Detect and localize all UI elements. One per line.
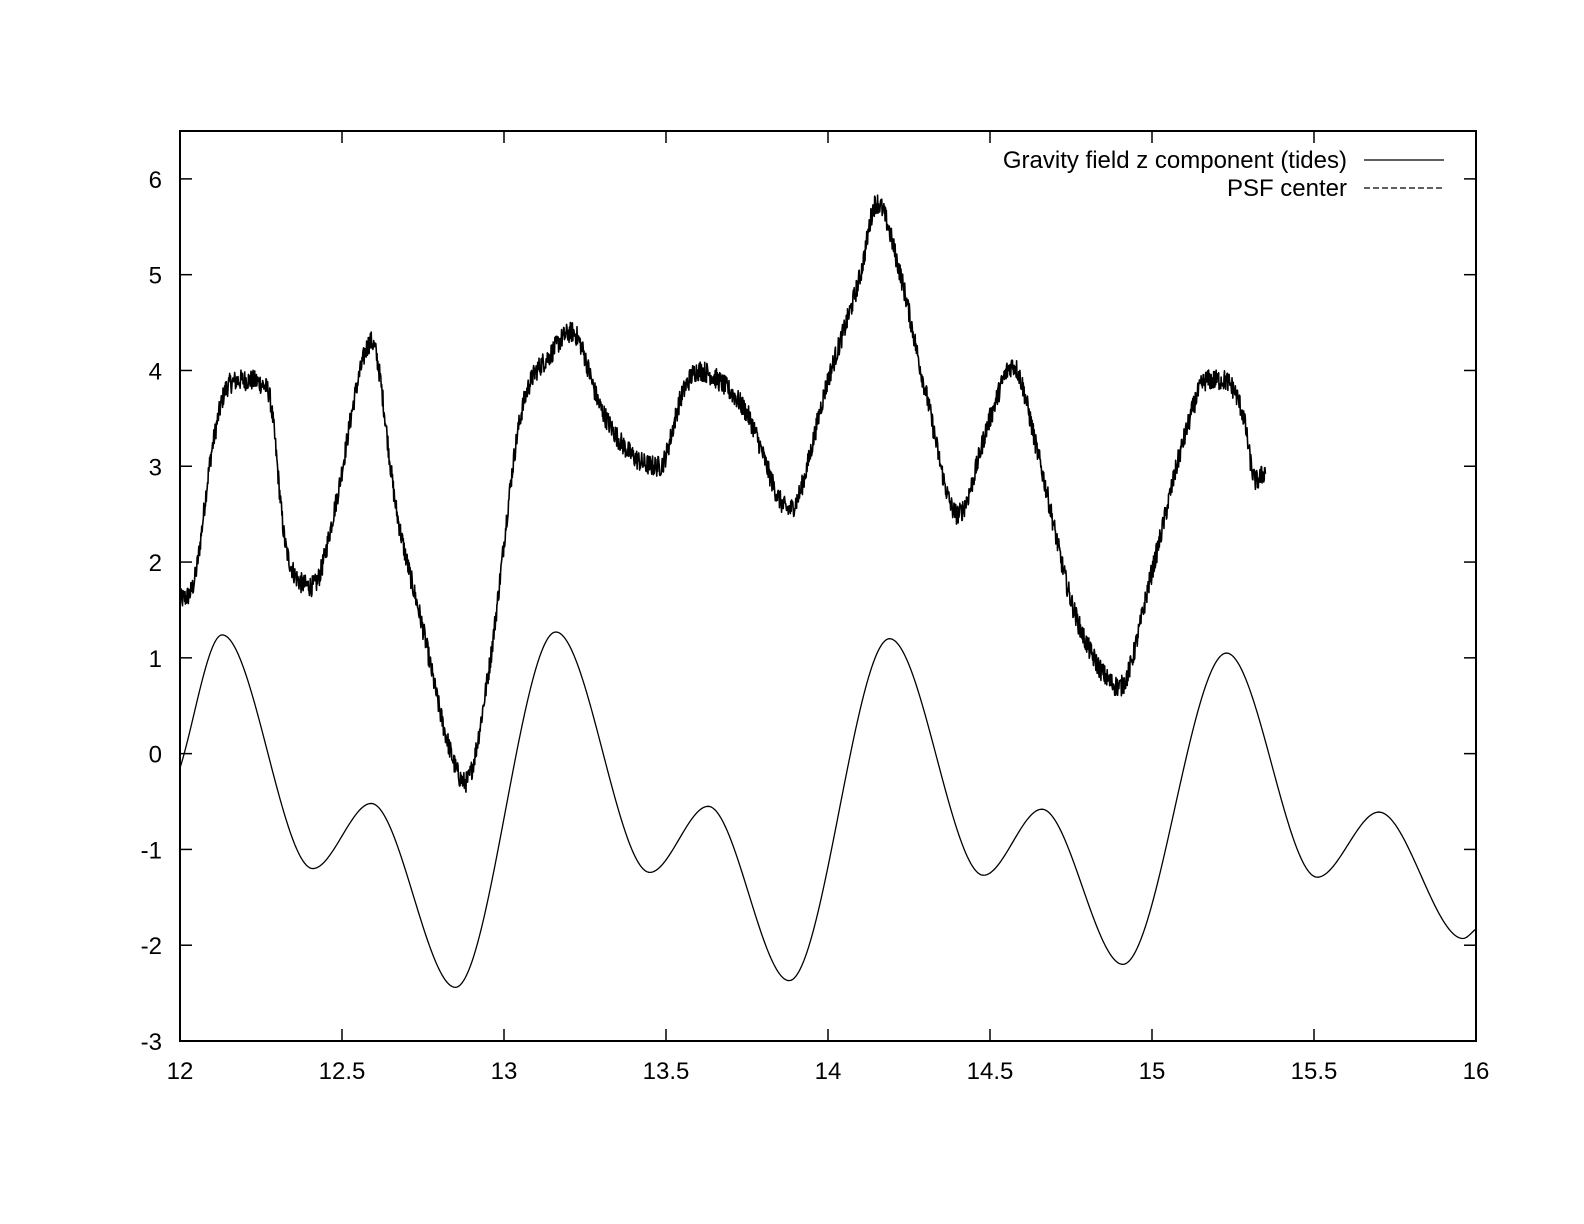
y-tick-label: 3 xyxy=(149,454,162,481)
series-layer xyxy=(179,194,1477,989)
plot-area-frame xyxy=(179,130,1477,1042)
y-tick-label: -3 xyxy=(141,1029,162,1056)
legend-label: PSF center xyxy=(1227,175,1347,202)
y-tick-label: 4 xyxy=(149,358,162,385)
y-tick-label: -2 xyxy=(141,933,162,960)
legend: Gravity field z component (tides)PSF cen… xyxy=(1003,147,1444,202)
x-axis-ticks xyxy=(179,131,1477,1041)
y-tick-label: 5 xyxy=(149,263,162,290)
x-tick-label: 12.5 xyxy=(319,1058,366,1085)
y-axis-tick-labels: -3 -2 -1 0 1 2 3 4 5 6 xyxy=(141,167,162,1056)
series-line-1 xyxy=(179,631,1477,989)
x-tick-label: 16 xyxy=(1463,1058,1490,1085)
y-tick-label: 6 xyxy=(149,167,162,194)
x-tick-label: 15 xyxy=(1139,1058,1166,1085)
x-axis-tick-labels: 12 12.5 13 13.5 14 14.5 15 15.5 16 xyxy=(167,1058,1490,1085)
y-tick-label: 1 xyxy=(149,646,162,673)
y-tick-label: 2 xyxy=(149,550,162,577)
x-tick-label: 13 xyxy=(491,1058,518,1085)
x-tick-label: 13.5 xyxy=(643,1058,690,1085)
x-tick-label: 12 xyxy=(167,1058,194,1085)
x-tick-label: 14 xyxy=(815,1058,842,1085)
legend-label: Gravity field z component (tides) xyxy=(1003,147,1347,174)
y-tick-label: -1 xyxy=(141,837,162,864)
x-tick-label: 14.5 xyxy=(967,1058,1014,1085)
x-tick-label: 15.5 xyxy=(1291,1058,1338,1085)
series-line-2 xyxy=(179,194,1267,793)
y-tick-label: 0 xyxy=(149,742,162,769)
